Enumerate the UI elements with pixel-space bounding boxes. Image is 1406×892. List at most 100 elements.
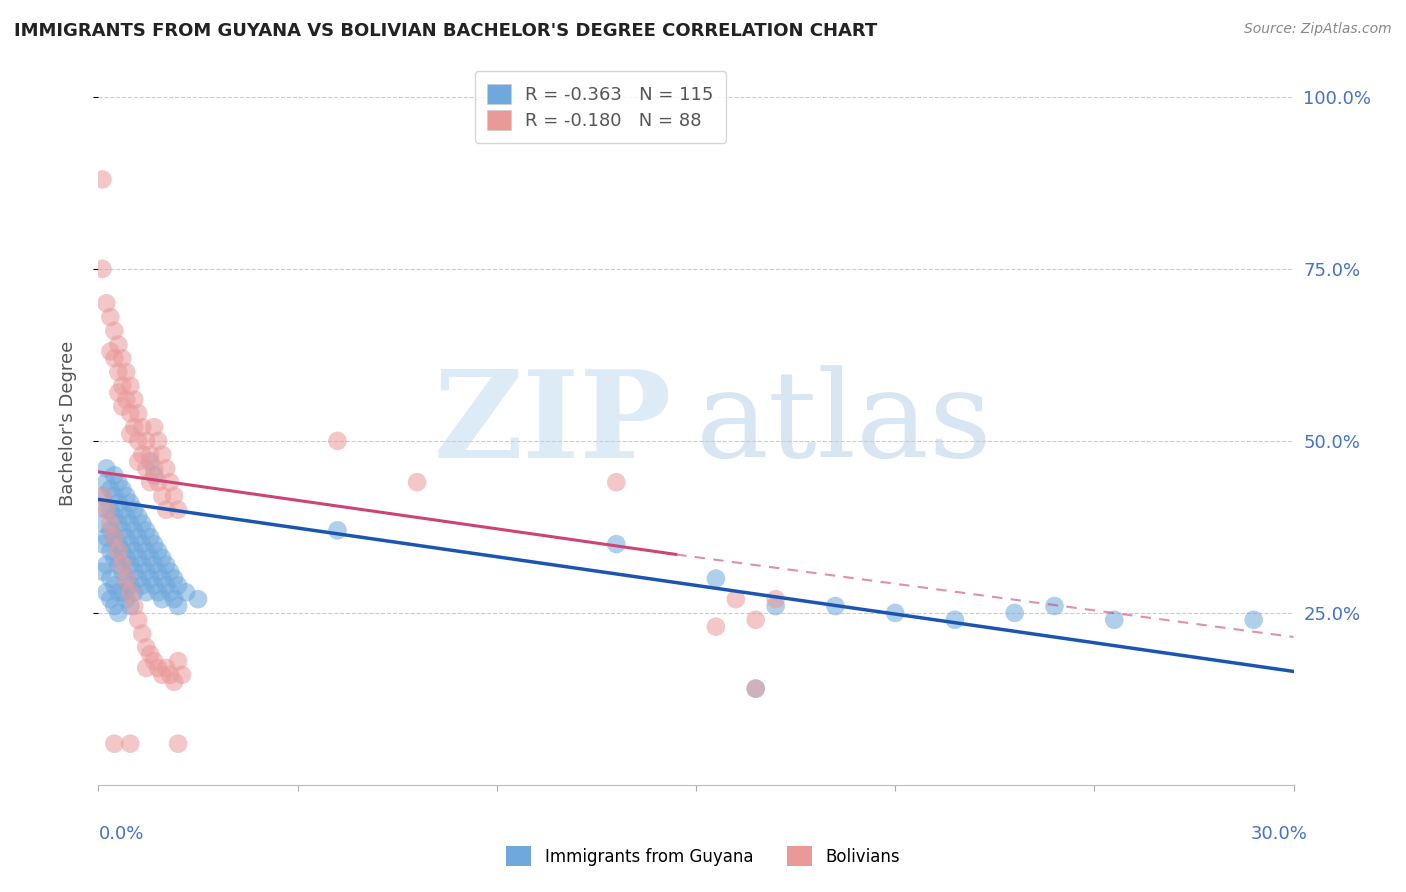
Point (326, 434, 349, 448)
Point (111, 482, 134, 496)
Point (107, 337, 129, 351)
Point (167, 599, 190, 613)
Point (120, 537, 142, 551)
Point (745, 681, 768, 696)
Point (98, 544, 122, 558)
Point (96, 502, 118, 516)
Point (115, 550, 138, 565)
Point (124, 524, 146, 538)
Point (111, 565, 134, 579)
Point (115, 392, 138, 407)
Point (765, 599, 787, 613)
Point (120, 558, 142, 572)
Point (605, 537, 627, 551)
Point (107, 537, 129, 551)
Point (139, 454, 162, 468)
Point (96, 502, 118, 516)
Point (159, 565, 181, 579)
Point (115, 592, 138, 607)
Point (163, 572, 186, 586)
Point (107, 496, 129, 510)
Point (98, 502, 122, 516)
Point (107, 365, 129, 379)
Point (98, 572, 122, 586)
Point (135, 434, 157, 448)
Point (120, 406, 142, 420)
Point (163, 592, 186, 607)
Point (605, 475, 627, 490)
Point (187, 592, 209, 607)
Point (103, 509, 125, 524)
Point (115, 509, 138, 524)
Point (765, 592, 787, 607)
Point (120, 516, 142, 531)
Point (103, 351, 125, 366)
Point (884, 606, 907, 620)
Point (124, 420, 146, 434)
Point (167, 737, 190, 751)
Text: IMMIGRANTS FROM GUYANA VS BOLIVIAN BACHELOR'S DEGREE CORRELATION CHART: IMMIGRANTS FROM GUYANA VS BOLIVIAN BACHE… (14, 22, 877, 40)
Point (139, 475, 162, 490)
Text: Source: ZipAtlas.com: Source: ZipAtlas.com (1244, 22, 1392, 37)
Point (148, 475, 170, 490)
Point (96, 585, 118, 599)
Point (148, 434, 170, 448)
Point (127, 572, 149, 586)
Point (135, 524, 157, 538)
Point (1043, 599, 1066, 613)
Point (150, 592, 173, 607)
Point (139, 530, 162, 544)
Point (96, 530, 118, 544)
Point (124, 544, 146, 558)
Point (131, 558, 153, 572)
Point (131, 578, 153, 592)
Point (115, 572, 138, 586)
Point (135, 661, 157, 675)
Point (745, 613, 768, 627)
Point (139, 448, 162, 462)
Point (111, 585, 134, 599)
Point (143, 461, 166, 475)
Point (724, 592, 747, 607)
Point (103, 599, 125, 613)
Point (103, 324, 125, 338)
Point (124, 392, 146, 407)
Point (143, 654, 166, 668)
Point (167, 578, 190, 592)
Point (143, 578, 166, 592)
Point (1104, 613, 1126, 627)
Y-axis label: Bachelor's Degree: Bachelor's Degree (59, 341, 77, 507)
Point (127, 454, 149, 468)
Point (131, 420, 153, 434)
Point (159, 585, 181, 599)
Point (91, 537, 114, 551)
Point (150, 489, 173, 503)
Point (139, 572, 162, 586)
Point (103, 737, 125, 751)
Point (96, 475, 118, 490)
Point (120, 585, 142, 599)
Point (120, 737, 142, 751)
Point (120, 578, 142, 592)
Point (98, 524, 122, 538)
Point (135, 544, 157, 558)
Point (131, 626, 153, 640)
Point (159, 475, 181, 490)
Point (143, 558, 166, 572)
Point (150, 448, 173, 462)
Legend: Immigrants from Guyana, Bolivians: Immigrants from Guyana, Bolivians (498, 838, 908, 875)
Point (131, 448, 153, 462)
Point (98, 310, 122, 324)
Point (150, 668, 173, 682)
Point (120, 599, 142, 613)
Point (127, 434, 149, 448)
Point (111, 502, 134, 516)
Point (124, 585, 146, 599)
Point (1243, 613, 1265, 627)
Point (148, 544, 170, 558)
Point (326, 524, 349, 538)
Point (127, 406, 149, 420)
Point (107, 606, 129, 620)
Point (127, 530, 149, 544)
Point (111, 379, 134, 393)
